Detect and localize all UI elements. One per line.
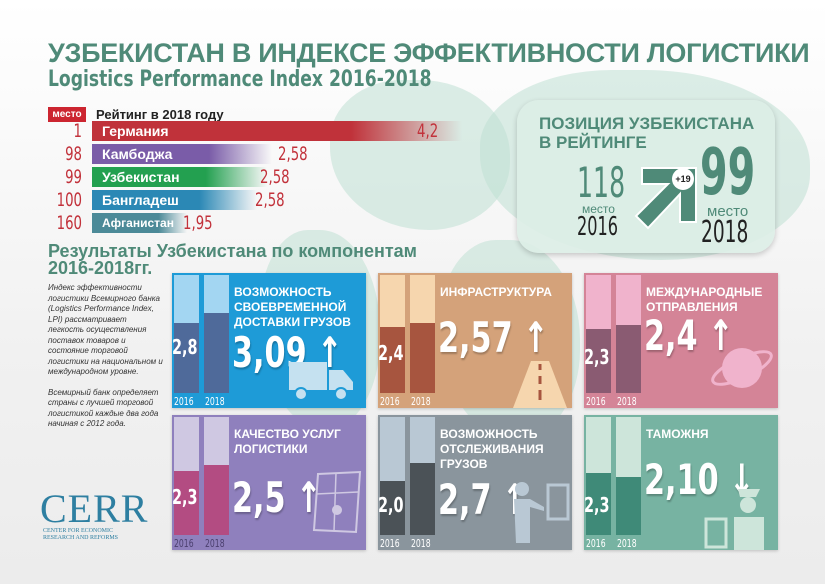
bar-2018 bbox=[410, 275, 435, 393]
year-label: 2016 bbox=[380, 537, 400, 550]
value-2016: 2,0 bbox=[378, 493, 404, 517]
ranking-row: 160 Афганистан bbox=[40, 212, 187, 234]
card-value: 2,4 ↑ bbox=[644, 311, 734, 360]
place-label-2018: место bbox=[707, 203, 749, 220]
page-subtitle: Logistics Performance Index 2016-2018 bbox=[48, 67, 432, 92]
year-label: 2016 bbox=[174, 395, 194, 408]
ranking-row: 99 Узбекистан bbox=[40, 166, 267, 188]
rank-bar: Афганистан bbox=[92, 213, 187, 233]
rank-bar: Германия bbox=[92, 121, 462, 141]
rank-bar: Камбоджа bbox=[92, 144, 272, 164]
year-label: 2016 bbox=[586, 395, 606, 408]
rank-place: 160 bbox=[56, 212, 82, 234]
map-icon bbox=[312, 470, 362, 534]
bar-2018 bbox=[410, 417, 435, 535]
ranking-row: 1 Германия bbox=[40, 120, 462, 142]
rank-place: 99 bbox=[65, 166, 82, 188]
year-2016: 2016 bbox=[577, 212, 619, 242]
card-value: 2,5 ↑ bbox=[232, 473, 322, 522]
card-title: ВОЗМОЖНОСТЬ ОТСЛЕЖИВАНИЯ ГРУЗОВ bbox=[440, 427, 544, 471]
card-international-shipments: 2,3 2016 2018 МЕЖДУНАРОДНЫЕ ОТПРАВЛЕНИЯ … bbox=[584, 273, 778, 408]
bar-2016 bbox=[380, 417, 405, 535]
card-logistics-quality: 2,3 2016 2018 КАЧЕСТВО УСЛУГ ЛОГИСТИКИ 2… bbox=[172, 415, 366, 550]
components-title: Результаты Узбекистана по компонентам 20… bbox=[48, 241, 417, 278]
description: Индекс эффективности логистики Всемирног… bbox=[48, 283, 163, 428]
card-infrastructure: 2,4 2016 2018 ИНФРАСТРУКТУРА 2,57 ↑ bbox=[378, 273, 572, 408]
card-tracking: 2,0 2016 2018 ВОЗМОЖНОСТЬ ОТСЛЕЖИВАНИЯ Г… bbox=[378, 415, 572, 550]
rank-value: 2,58 bbox=[260, 166, 290, 188]
place-tag: место bbox=[48, 107, 86, 122]
bar-2016 bbox=[586, 417, 611, 535]
year-2018: 2018 bbox=[701, 215, 749, 250]
card-value: 2,57 ↑ bbox=[438, 313, 549, 362]
rank-bar: Бангладеш bbox=[92, 190, 257, 210]
position-panel: ПОЗИЦИЯ УЗБЕКИСТАНА В РЕЙТИНГЕ 118 место… bbox=[517, 100, 775, 253]
change-badge: +19 bbox=[672, 168, 694, 190]
ranking-row: 98 Камбоджа bbox=[40, 143, 272, 165]
bar-2016 bbox=[586, 275, 611, 393]
ranking-label: Рейтинг в 2018 году bbox=[96, 107, 224, 122]
bar-2016 bbox=[380, 275, 405, 393]
ranking-row: 100 Бангладеш bbox=[40, 189, 257, 211]
place-2016: 118 bbox=[577, 158, 626, 207]
place-label-2016: место bbox=[582, 202, 615, 216]
page-title: УЗБЕКИСТАН В ИНДЕКСЕ ЭФФЕКТИВНОСТИ ЛОГИС… bbox=[48, 38, 810, 68]
rank-value: 4,2 bbox=[417, 120, 439, 142]
card-title: МЕЖДУНАРОДНЫЕ ОТПРАВЛЕНИЯ bbox=[646, 285, 763, 314]
year-label: 2016 bbox=[586, 537, 606, 550]
year-label: 2016 bbox=[380, 395, 400, 408]
bar-2018 bbox=[204, 417, 229, 535]
card-title: ВОЗМОЖНОСТЬ СВОЕВРЕМЕННОЙ ДОСТАВКИ ГРУЗО… bbox=[234, 285, 351, 329]
year-label: 2018 bbox=[617, 537, 637, 550]
bar-2016 bbox=[174, 417, 199, 535]
rank-value: 1,95 bbox=[183, 212, 213, 234]
year-label: 2016 bbox=[174, 537, 194, 550]
rank-value: 2,58 bbox=[255, 189, 285, 211]
globe-icon bbox=[711, 348, 773, 388]
year-label: 2018 bbox=[411, 537, 431, 550]
bar-2016 bbox=[174, 275, 199, 393]
arrow-up-icon: ↑ bbox=[708, 311, 734, 360]
rank-bar: Узбекистан bbox=[92, 167, 267, 187]
year-label: 2018 bbox=[617, 395, 637, 408]
person-door-icon bbox=[514, 482, 570, 543]
bar-2018 bbox=[204, 275, 229, 393]
card-title: ИНФРАСТРУКТУРА bbox=[440, 285, 552, 299]
value-2016: 2,3 bbox=[172, 485, 198, 509]
rank-place: 100 bbox=[56, 189, 82, 211]
card-timeliness: 2,8 2016 2018 ВОЗМОЖНОСТЬ СВОЕВРЕМЕННОЙ … bbox=[172, 273, 366, 408]
customs-officer-icon bbox=[704, 489, 764, 550]
card-title: ТАМОЖНЯ bbox=[646, 427, 709, 441]
value-2016: 2,4 bbox=[378, 341, 404, 365]
place-2018: 99 bbox=[700, 136, 756, 210]
arrow-up-icon: ↑ bbox=[523, 313, 549, 362]
rank-place: 98 bbox=[65, 143, 82, 165]
year-label: 2018 bbox=[205, 537, 225, 550]
year-label: 2018 bbox=[205, 395, 225, 408]
card-customs: 2,3 2016 2018 ТАМОЖНЯ 2,10 ↓ bbox=[584, 415, 778, 550]
year-label: 2018 bbox=[411, 395, 431, 408]
bar-2018 bbox=[616, 417, 641, 535]
ranking-header: место Рейтинг в 2018 году bbox=[48, 107, 224, 122]
bar-2018 bbox=[616, 275, 641, 393]
rank-value: 2,58 bbox=[278, 143, 308, 165]
card-title: КАЧЕСТВО УСЛУГ ЛОГИСТИКИ bbox=[234, 427, 341, 456]
rank-place: 1 bbox=[73, 120, 82, 142]
cerr-logo: CERR CENTER FOR ECONOMIC RESEARCH AND RE… bbox=[40, 486, 149, 542]
road-icon bbox=[513, 361, 567, 408]
position-title: ПОЗИЦИЯ УЗБЕКИСТАНА В РЕЙТИНГЕ bbox=[539, 114, 755, 152]
value-2016: 2,3 bbox=[584, 345, 610, 369]
value-2016: 2,3 bbox=[584, 493, 610, 517]
truck-icon bbox=[289, 362, 353, 401]
value-2016: 2,8 bbox=[172, 335, 198, 359]
